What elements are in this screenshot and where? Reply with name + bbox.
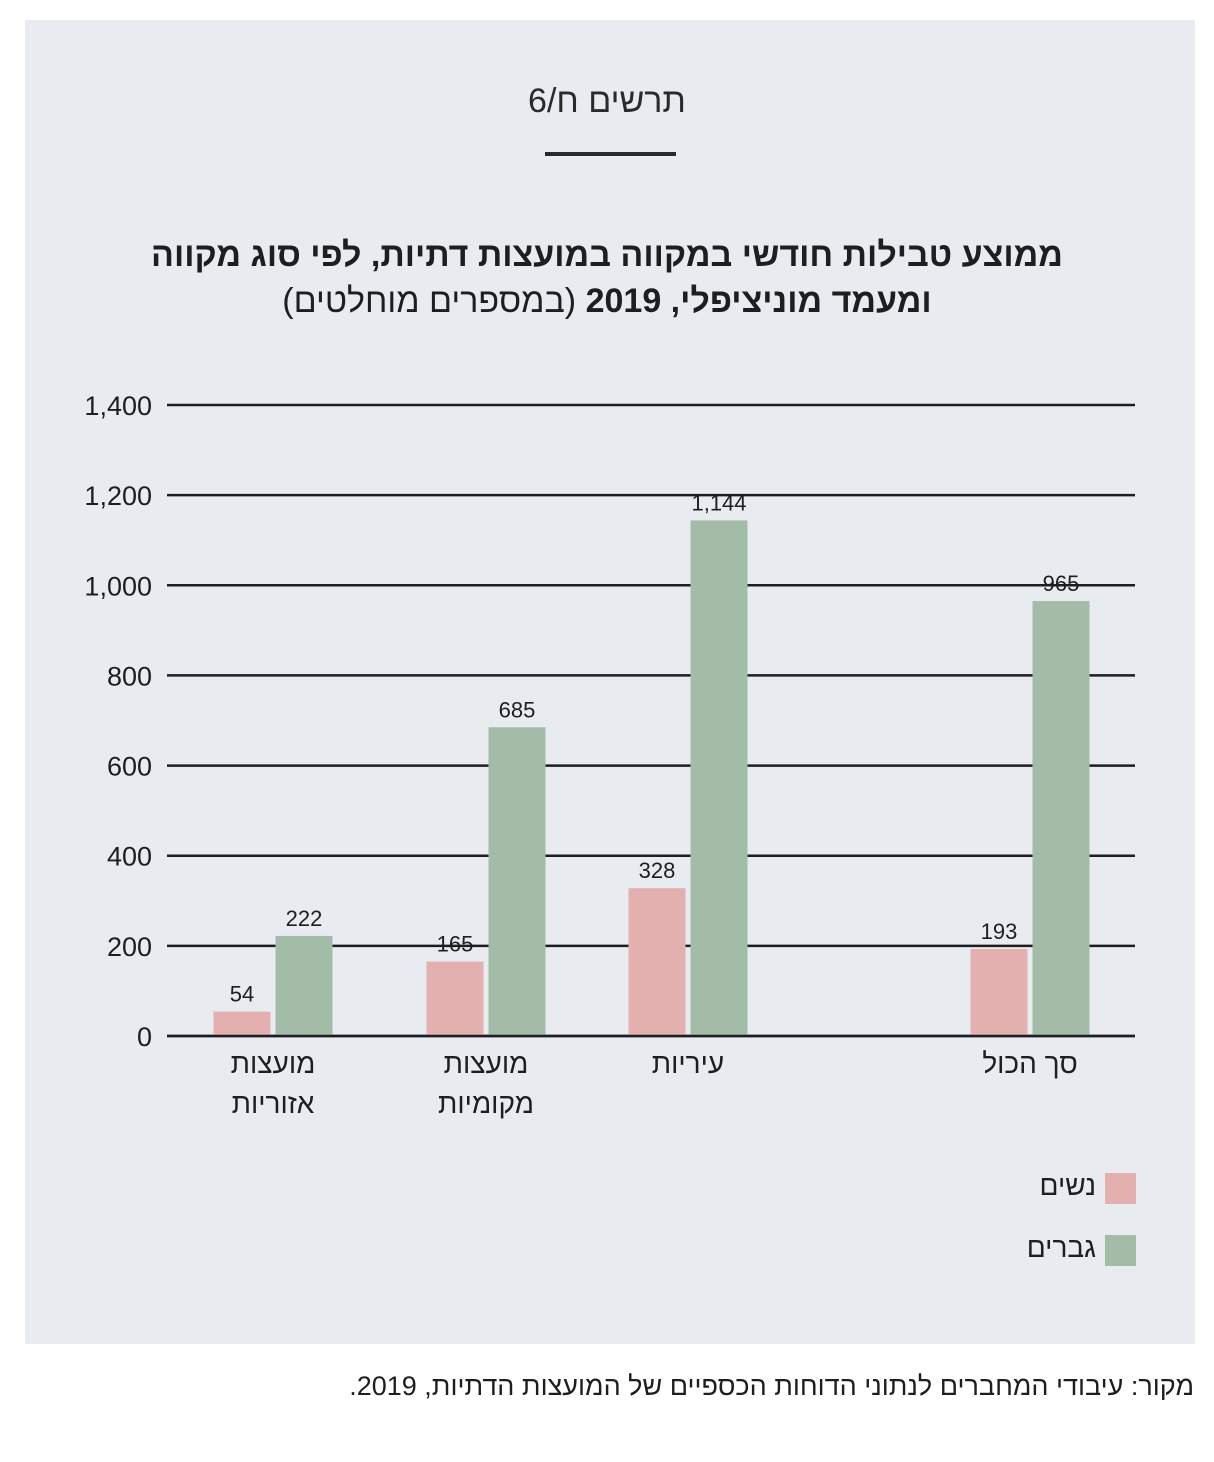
bar-data-label: 328 — [639, 858, 676, 883]
x-category-label: מקומיות — [438, 1088, 534, 1119]
y-tick-label: 400 — [107, 842, 152, 872]
legend-label-women: נשים — [1039, 1170, 1096, 1201]
y-tick-label: 0 — [137, 1022, 152, 1052]
x-category-label: מועצות — [231, 1048, 316, 1079]
x-category-label: עיריות — [652, 1048, 724, 1079]
y-axis-ticks: 0 200 400 600 800 1,000 1,200 1,400 — [84, 391, 152, 1052]
y-tick-label: 600 — [107, 752, 152, 782]
figure-label-underline — [545, 152, 676, 156]
y-tick-label: 200 — [107, 932, 152, 962]
x-category-label: אזוריות — [232, 1088, 315, 1119]
bar-women — [213, 1011, 271, 1036]
legend-label-men: גברים — [1026, 1232, 1096, 1263]
legend-swatch-men — [1105, 1235, 1136, 1266]
source-note: מקור: עיבודי המחברים לנתוני הדוחות הכספי… — [349, 1371, 1194, 1401]
bar-women — [970, 949, 1028, 1036]
bar-men — [275, 935, 333, 1036]
bar-men — [1032, 601, 1090, 1036]
bar-men — [488, 727, 546, 1036]
bar-women — [426, 961, 484, 1036]
y-tick-label: 800 — [107, 661, 152, 691]
x-category-label: מועצות — [444, 1048, 529, 1079]
chart-title-line1: ממוצע טבילות חודשי במקווה במועצות דתיות,… — [151, 236, 1063, 274]
x-axis-labels: מועצות אזוריות מועצות מקומיות עיריות סך הכול — [231, 1048, 1078, 1119]
bar-data-label: 193 — [981, 919, 1018, 944]
bar-data-label: 54 — [230, 982, 254, 1007]
chart-panel — [25, 20, 1195, 1344]
y-tick-label: 1,200 — [84, 481, 152, 511]
bar-data-label: 222 — [286, 906, 323, 931]
bar-data-label: 965 — [1043, 571, 1080, 596]
chart-title-line2-bold: ומעמד מוניציפלי, 2019 — [585, 282, 932, 320]
chart-title: ממוצע טבילות חודשי במקווה במועצות דתיות,… — [60, 232, 1154, 324]
x-category-label: סך הכול — [982, 1048, 1077, 1079]
bar-data-label: 165 — [437, 932, 474, 957]
bar-data-label: 685 — [499, 697, 536, 722]
figure-label: תרשים ח/6 — [528, 82, 686, 120]
bar-men — [690, 520, 748, 1036]
chart-title-line2-normal: (במספרים מוחלטים) — [282, 282, 577, 320]
y-tick-label: 1,000 — [84, 571, 152, 601]
legend-swatch-women — [1105, 1173, 1136, 1204]
bar-data-labels: 54 222 165 685 328 1,144 193 965 — [230, 490, 1080, 1006]
bars — [167, 520, 1135, 1038]
y-tick-label: 1,400 — [84, 391, 152, 421]
bar-data-label: 1,144 — [691, 490, 746, 515]
chart-title-line2: ומעמד מוניציפלי, 2019 (במספרים מוחלטים) — [60, 278, 1154, 324]
bar-women — [628, 888, 686, 1036]
